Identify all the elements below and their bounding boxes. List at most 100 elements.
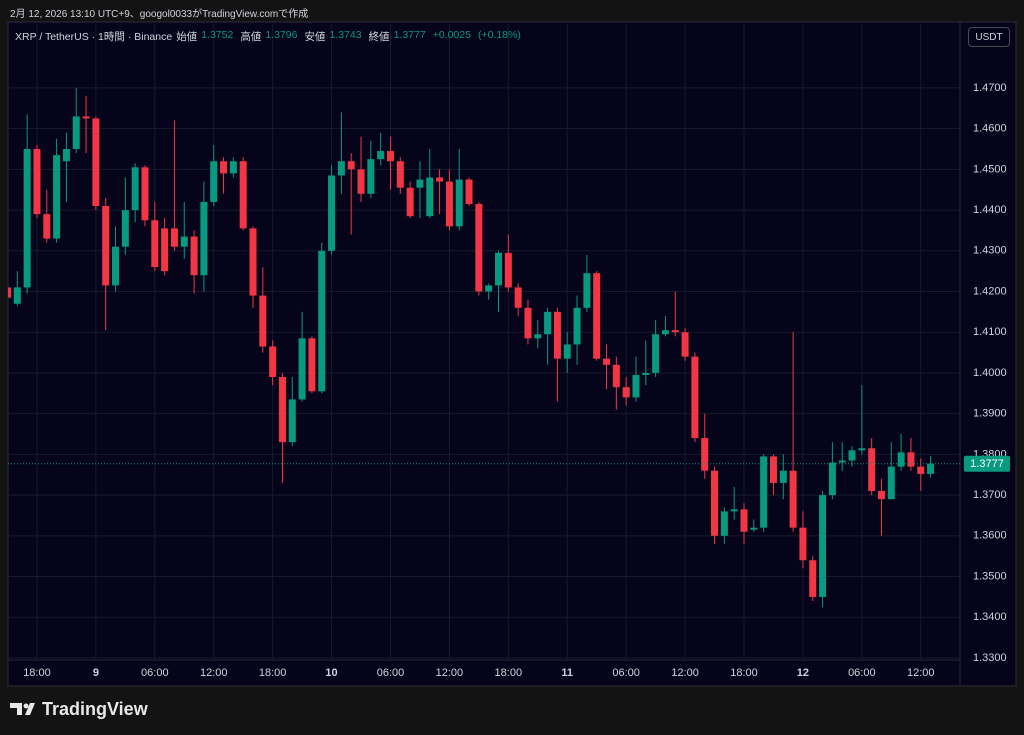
- candle-body: [445, 181, 453, 227]
- candle-body: [583, 273, 591, 308]
- x-tick-label: 12: [797, 667, 809, 679]
- candle-body: [92, 118, 100, 207]
- candle-body: [848, 450, 856, 461]
- x-tick-label: 18:00: [23, 667, 51, 679]
- candle-body: [819, 495, 827, 597]
- y-tick-label: 1.4300: [973, 245, 1007, 257]
- brand-logo: [10, 703, 35, 715]
- ohlc-label: 高値: [240, 31, 262, 43]
- candle-body: [190, 236, 198, 276]
- candle-body: [220, 161, 228, 174]
- candle-body: [62, 149, 70, 162]
- candle-body: [396, 161, 404, 188]
- candle-body: [151, 220, 159, 268]
- candle-body: [877, 491, 885, 500]
- candle-body: [8, 287, 11, 298]
- candle-body: [406, 187, 414, 217]
- candle-body: [328, 175, 336, 251]
- candle-body: [170, 228, 178, 247]
- x-tick-label: 18:00: [259, 667, 287, 679]
- candle-body: [288, 399, 296, 443]
- y-tick-label: 1.3300: [973, 652, 1007, 664]
- y-tick-label: 1.4400: [973, 204, 1007, 216]
- x-tick-label: 10: [325, 667, 337, 679]
- candle-body: [534, 334, 542, 339]
- x-tick-label: 06:00: [141, 667, 169, 679]
- candle-body: [436, 177, 444, 182]
- candle-body: [495, 252, 502, 286]
- currency-button[interactable]: USDT: [968, 27, 1010, 47]
- candle-body: [779, 470, 787, 483]
- candle-body: [377, 151, 385, 160]
- candle-body: [141, 167, 149, 221]
- chart-panel: [7, 21, 1017, 687]
- candle-body: [112, 246, 120, 286]
- y-tick-label: 1.4200: [973, 285, 1007, 297]
- x-tick-label: 12:00: [200, 667, 228, 679]
- candle-body: [740, 509, 748, 532]
- candle-body: [828, 462, 836, 496]
- symbol-title: XRP / TetherUS · 1時間 · Binance: [15, 31, 173, 43]
- candle-body: [799, 527, 807, 561]
- ohlc-value: 1.3777: [393, 29, 426, 41]
- candle-body: [593, 273, 601, 359]
- candle-body: [23, 149, 31, 288]
- ohlc-label: 安値: [304, 31, 326, 43]
- candle-body: [514, 287, 522, 308]
- candle-body: [33, 149, 41, 215]
- y-tick-label: 1.3600: [973, 530, 1007, 542]
- watermark: 2月 12, 2026 13:10 UTC+9、googol0033がTradi…: [10, 9, 309, 20]
- candle-body: [367, 159, 375, 194]
- candle-body: [868, 448, 876, 492]
- y-tick-label: 1.3400: [973, 611, 1007, 623]
- symbol-legend: XRP / TetherUS · 1時間 · Binance 始値 1.3752 高値…: [15, 29, 524, 44]
- last-price-label: 1.3777: [970, 458, 1004, 470]
- candle-body: [681, 332, 689, 357]
- candle-body: [53, 155, 61, 239]
- candle-body: [180, 236, 188, 247]
- x-tick-label: 11: [561, 667, 573, 679]
- candle-body: [661, 330, 669, 335]
- candle-body: [269, 346, 277, 378]
- candle-body: [318, 250, 326, 392]
- candle-body: [82, 116, 90, 119]
- candle-body: [769, 456, 777, 483]
- candle-body: [927, 463, 935, 474]
- change-value: +0.0025: [432, 29, 471, 41]
- x-tick-label: 12:00: [907, 667, 935, 679]
- change-percent: (+0.18%): [477, 29, 521, 41]
- candle-body: [720, 511, 728, 536]
- axes: 1.33001.34001.35001.36001.37001.38001.39…: [8, 82, 1010, 679]
- last-price-tag: [964, 455, 1010, 472]
- x-tick-label: 18:00: [495, 667, 523, 679]
- candle-body: [357, 169, 365, 194]
- candle-body: [573, 307, 581, 345]
- candle-body: [386, 151, 394, 162]
- candle-body: [553, 311, 561, 359]
- candle-body: [239, 161, 247, 229]
- x-tick-label: 06:00: [612, 667, 640, 679]
- candle-body: [43, 214, 51, 239]
- candle-body: [72, 116, 80, 150]
- candle-body: [887, 466, 895, 500]
- grid: [8, 24, 960, 660]
- candle-body: [504, 252, 512, 288]
- candle-body: [347, 161, 355, 170]
- candle-body: [907, 452, 915, 467]
- candle-body: [426, 177, 434, 217]
- candle-body: [760, 456, 768, 528]
- y-tick-label: 1.4000: [973, 367, 1007, 379]
- candle-body: [210, 161, 218, 202]
- candle-body: [809, 560, 817, 597]
- candle-body: [838, 460, 846, 463]
- candle-body: [455, 179, 463, 227]
- ohlc-value: 1.3752: [201, 29, 234, 41]
- candle-body: [121, 210, 129, 247]
- candle-body: [200, 201, 208, 276]
- candle-body: [13, 287, 21, 304]
- candle-body: [298, 338, 306, 400]
- candle-body: [603, 358, 611, 365]
- candle-body: [711, 470, 719, 536]
